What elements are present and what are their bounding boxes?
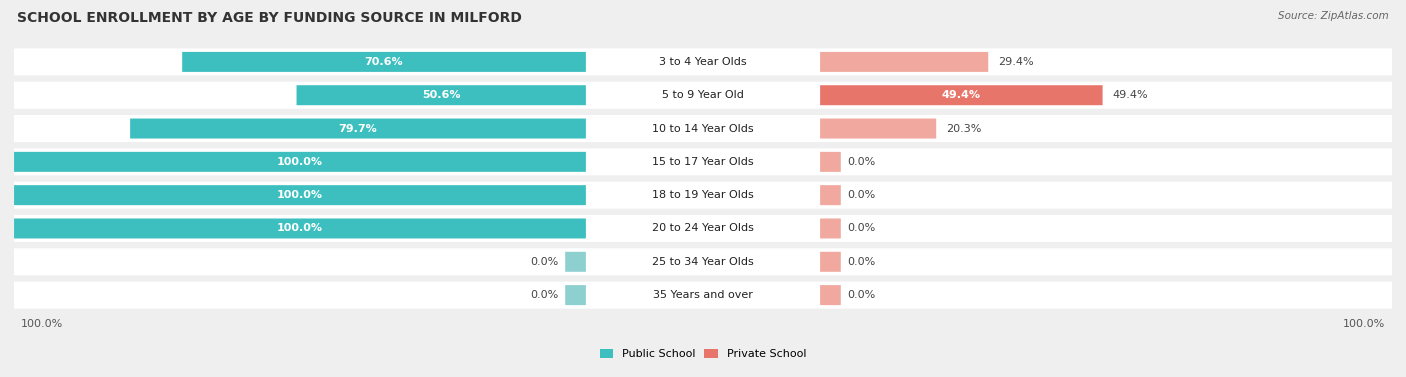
FancyBboxPatch shape: [820, 219, 841, 239]
Text: 35 Years and over: 35 Years and over: [652, 290, 754, 300]
FancyBboxPatch shape: [14, 152, 586, 172]
Text: 25 to 34 Year Olds: 25 to 34 Year Olds: [652, 257, 754, 267]
FancyBboxPatch shape: [14, 282, 1392, 309]
FancyBboxPatch shape: [297, 85, 586, 105]
FancyBboxPatch shape: [14, 215, 1392, 242]
Text: 0.0%: 0.0%: [530, 290, 558, 300]
Text: 100.0%: 100.0%: [277, 190, 323, 200]
Text: 100.0%: 100.0%: [21, 319, 63, 329]
Text: 100.0%: 100.0%: [277, 157, 323, 167]
FancyBboxPatch shape: [14, 82, 1392, 109]
Text: 0.0%: 0.0%: [530, 257, 558, 267]
Text: 18 to 19 Year Olds: 18 to 19 Year Olds: [652, 190, 754, 200]
FancyBboxPatch shape: [820, 285, 841, 305]
Text: 20.3%: 20.3%: [946, 124, 981, 133]
Text: SCHOOL ENROLLMENT BY AGE BY FUNDING SOURCE IN MILFORD: SCHOOL ENROLLMENT BY AGE BY FUNDING SOUR…: [17, 11, 522, 25]
FancyBboxPatch shape: [14, 48, 1392, 75]
FancyBboxPatch shape: [14, 149, 1392, 175]
Text: Source: ZipAtlas.com: Source: ZipAtlas.com: [1278, 11, 1389, 21]
Text: 0.0%: 0.0%: [848, 257, 876, 267]
Text: 0.0%: 0.0%: [848, 290, 876, 300]
FancyBboxPatch shape: [820, 52, 988, 72]
FancyBboxPatch shape: [820, 152, 841, 172]
Text: 49.4%: 49.4%: [1114, 90, 1149, 100]
FancyBboxPatch shape: [820, 252, 841, 272]
Text: 100.0%: 100.0%: [277, 224, 323, 233]
Legend: Public School, Private School: Public School, Private School: [595, 344, 811, 363]
FancyBboxPatch shape: [131, 118, 586, 138]
FancyBboxPatch shape: [820, 85, 1102, 105]
Text: 49.4%: 49.4%: [942, 90, 981, 100]
FancyBboxPatch shape: [183, 52, 586, 72]
Text: 15 to 17 Year Olds: 15 to 17 Year Olds: [652, 157, 754, 167]
Text: 5 to 9 Year Old: 5 to 9 Year Old: [662, 90, 744, 100]
Text: 79.7%: 79.7%: [339, 124, 377, 133]
FancyBboxPatch shape: [820, 118, 936, 138]
FancyBboxPatch shape: [565, 285, 586, 305]
FancyBboxPatch shape: [14, 182, 1392, 208]
Text: 3 to 4 Year Olds: 3 to 4 Year Olds: [659, 57, 747, 67]
Text: 100.0%: 100.0%: [1343, 319, 1385, 329]
Text: 0.0%: 0.0%: [848, 190, 876, 200]
Text: 29.4%: 29.4%: [998, 57, 1035, 67]
FancyBboxPatch shape: [820, 185, 841, 205]
FancyBboxPatch shape: [565, 252, 586, 272]
Text: 50.6%: 50.6%: [422, 90, 460, 100]
FancyBboxPatch shape: [14, 115, 1392, 142]
FancyBboxPatch shape: [14, 219, 586, 239]
FancyBboxPatch shape: [14, 248, 1392, 275]
FancyBboxPatch shape: [14, 185, 586, 205]
Text: 0.0%: 0.0%: [848, 224, 876, 233]
Text: 10 to 14 Year Olds: 10 to 14 Year Olds: [652, 124, 754, 133]
Text: 20 to 24 Year Olds: 20 to 24 Year Olds: [652, 224, 754, 233]
Text: 70.6%: 70.6%: [364, 57, 404, 67]
Text: 0.0%: 0.0%: [848, 157, 876, 167]
